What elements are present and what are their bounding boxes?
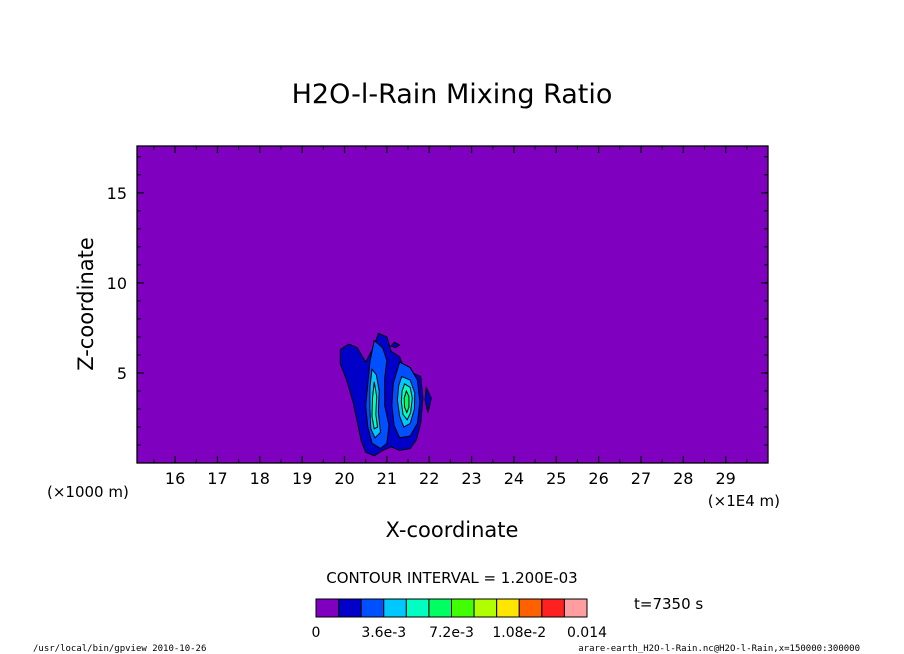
x-tick-label: 16 (165, 469, 185, 488)
x-tick-label: 26 (588, 469, 608, 488)
x-tick-label: 20 (334, 469, 354, 488)
footer-left: /usr/local/bin/gpview 2010-10-26 (33, 644, 206, 654)
y-axis-label: Z-coordinate (74, 237, 98, 371)
x-tick-label: 22 (419, 469, 439, 488)
colorbar-tick-label: 0.014 (567, 625, 607, 641)
colorbar-swatch-7 (451, 598, 475, 618)
x-tick-labels: 16 17 18 19 20 21 22 23 24 25 26 27 28 29 (165, 469, 736, 488)
contour-region-2 (390, 341, 401, 349)
x-tick-label: 21 (377, 469, 397, 488)
plot-background (137, 146, 768, 463)
colorbar-tick-label: 7.2e-3 (429, 625, 474, 641)
time-label: t=7350 s (634, 595, 703, 613)
colorbar-swatch-8 (473, 598, 498, 618)
colorbar-swatch-2 (338, 598, 362, 618)
y-tick-label: 10 (107, 274, 127, 293)
x-tick-label: 17 (207, 469, 227, 488)
x-tick-label: 25 (546, 469, 566, 488)
axis-ticks (137, 146, 768, 463)
x-tick-label: 24 (504, 469, 524, 488)
x-tick-label: 28 (673, 469, 693, 488)
plot-frame (136, 145, 769, 464)
contour-region-8 (371, 381, 379, 430)
colorbar-swatch-5 (405, 598, 430, 618)
plot-area (136, 145, 769, 464)
x-tick-label: 23 (461, 469, 481, 488)
x-tick-label: 19 (292, 469, 312, 488)
colorbar-tick-label: 3.6e-3 (361, 625, 406, 641)
colorbar-swatch-12 (563, 598, 588, 618)
colorbar-swatch-11 (541, 598, 565, 618)
y-tick-label: 5 (117, 364, 127, 383)
contour-interval-text: CONTOUR INTERVAL = 1.200E-03 (326, 569, 577, 587)
x-unit-left: (×1000 m) (47, 483, 129, 501)
colorbar (315, 598, 588, 618)
contour-region-3 (424, 385, 432, 413)
contour-fill-layer (339, 332, 432, 457)
colorbar-swatch-1 (315, 598, 340, 618)
x-tick-label: 18 (250, 469, 270, 488)
x-axis-label: X-coordinate (386, 518, 519, 542)
colorbar-swatch-9 (496, 598, 520, 618)
colorbar-tick-labels: 0 3.6e-3 7.2e-3 1.08e-2 0.014 (312, 625, 608, 641)
y-tick-label: 15 (107, 184, 127, 203)
colorbar-tick-label: 0 (312, 625, 321, 641)
x-unit-right: (×1E4 m) (708, 492, 780, 510)
colorbar-swatch-10 (518, 598, 543, 618)
colorbar-swatch-3 (360, 598, 385, 618)
colorbar-tick-label: 1.08e-2 (492, 625, 546, 641)
colorbar-swatch-4 (383, 598, 407, 618)
chart-title: H2O-l-Rain Mixing Ratio (292, 79, 613, 110)
x-tick-label: 27 (631, 469, 651, 488)
y-tick-labels: 5 10 15 (107, 184, 127, 383)
x-tick-label: 29 (715, 469, 735, 488)
footer-right: arare-earth_H2O-l-Rain.nc@H2O-l-Rain,x=1… (578, 644, 860, 654)
colorbar-swatch-6 (428, 598, 452, 618)
contour-region-10 (403, 389, 410, 414)
